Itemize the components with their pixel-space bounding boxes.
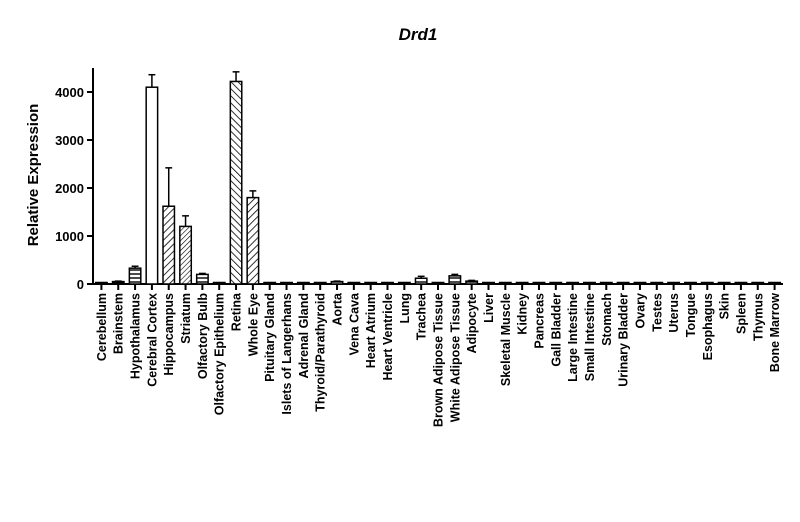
- x-tick-label: Gall Bladder: [549, 293, 563, 367]
- x-tick-label: Liver: [482, 293, 496, 323]
- bar-striatum: [179, 225, 193, 285]
- bar-bone-marrow: [768, 281, 782, 285]
- x-tick-label: Stomach: [600, 293, 614, 346]
- bar-skin: [717, 281, 731, 285]
- bar-hippocampus: [162, 205, 176, 285]
- bar-aorta: [330, 280, 344, 285]
- bar-pancreas: [532, 281, 546, 285]
- bars: [94, 71, 782, 285]
- x-tick-label: Skin: [718, 293, 732, 319]
- x-tick-label: Urinary Bladder: [617, 293, 631, 387]
- x-tick-label: Thyroid/Parathyroid: [314, 293, 328, 412]
- bar-uterus: [667, 281, 681, 285]
- x-tick-label: Striatum: [179, 293, 193, 344]
- bar-gall-bladder: [549, 281, 563, 285]
- x-tick-label: Brainstem: [112, 293, 126, 354]
- x-tick-label: Olfactory Epithelium: [213, 293, 227, 415]
- x-tick-label: Testes: [650, 293, 664, 332]
- y-tick-label: 1000: [55, 229, 84, 244]
- bar-thyroid-parathyroid: [313, 281, 327, 285]
- bar-urinary-bladder: [616, 281, 630, 285]
- x-tick-label: Pituitary Gland: [263, 293, 277, 382]
- bar-retina: [229, 80, 243, 285]
- bar-olfactory-bulb: [195, 273, 209, 285]
- x-tick-label: Kidney: [516, 293, 530, 335]
- bar-liver: [482, 281, 495, 285]
- x-tick-label: Heart Atrium: [364, 293, 378, 368]
- x-tick-label: Ovary: [633, 293, 647, 328]
- x-tick-label: Aorta: [331, 292, 345, 326]
- y-ticks: 0 1000 2000 3000 4000: [55, 85, 93, 292]
- x-tick-label: Large Intestine: [566, 293, 580, 382]
- y-tick-label: 3000: [55, 133, 84, 148]
- x-tick-label: Islets of Langerhans: [280, 293, 294, 415]
- bar-islets-of-langerhans: [280, 281, 294, 285]
- bar-ovary: [633, 281, 647, 285]
- x-tick-label: Uterus: [667, 293, 681, 333]
- x-tick-label: Spleen: [734, 293, 748, 334]
- x-tick-label: Lung: [398, 293, 412, 324]
- y-axis-label: Relative Expression: [25, 104, 42, 247]
- x-tick-label: Heart Ventricle: [381, 293, 395, 381]
- bar-cerebral-cortex: [145, 86, 159, 285]
- bar-white-adipose-tissue: [448, 275, 462, 285]
- x-tick-label: Pancreas: [532, 293, 546, 349]
- y-tick-label: 4000: [55, 85, 84, 100]
- y-tick-label: 0: [77, 277, 84, 292]
- x-tick-label: Olfactory Bulb: [196, 293, 210, 379]
- bar-olfactory-epithelium: [212, 281, 226, 285]
- bar-cerebellum: [94, 281, 108, 285]
- bar-heart-atrium: [364, 281, 378, 285]
- x-tick-label: Small Intestine: [583, 293, 597, 381]
- x-tick-label: Hippocampus: [162, 293, 176, 376]
- bar-large-intestine: [566, 281, 580, 285]
- x-tick-label: Cerebellum: [95, 293, 109, 361]
- x-tick-label: Trachea: [415, 292, 429, 340]
- x-tick-label: Vena Cava: [347, 292, 361, 356]
- bar-vena-cava: [347, 281, 361, 285]
- x-tick-label: Bone Marrow: [768, 293, 782, 372]
- bar-brainstem: [111, 280, 125, 285]
- x-tick-label: Cerebral Cortex: [145, 293, 159, 387]
- bar-small-intestine: [582, 281, 596, 285]
- bar-stomach: [599, 281, 613, 285]
- bar-esophagus: [700, 281, 714, 285]
- x-tick-label: Brown Adipose Tissue: [432, 293, 446, 427]
- bar-tongue: [683, 281, 697, 285]
- x-tick-label: Thymus: [751, 293, 765, 341]
- x-ticks: Cerebellum Brainstem Hypothalamus Cerebral …: [95, 284, 782, 427]
- bar-lung: [397, 281, 411, 285]
- x-tick-label: Adipocyte: [465, 293, 479, 353]
- y-tick-label: 2000: [55, 181, 84, 196]
- x-tick-label: Whole Eye: [246, 293, 260, 356]
- x-tick-label: Adrenal Gland: [297, 293, 311, 378]
- bar-trachea: [414, 277, 428, 285]
- bar-adrenal-gland: [296, 281, 310, 285]
- x-tick-label: White Adipose Tissue: [448, 293, 462, 422]
- bar-adipocyte: [465, 280, 479, 285]
- bar-heart-ventricle: [381, 281, 394, 285]
- bar-thymus: [751, 281, 765, 285]
- bar-testes: [650, 281, 664, 285]
- x-tick-label: Tongue: [684, 293, 698, 337]
- x-tick-label: Hypothalamus: [129, 293, 143, 379]
- bar-skeletal-muscle: [498, 281, 512, 285]
- bar-spleen: [734, 281, 748, 285]
- bar-kidney: [515, 281, 529, 285]
- x-tick-label: Esophagus: [701, 293, 715, 360]
- bar-brown-adipose-tissue: [431, 281, 445, 285]
- bar-hypothalamus: [128, 267, 142, 285]
- x-tick-label: Skeletal Muscle: [499, 293, 513, 386]
- x-tick-label: Retina: [230, 292, 244, 331]
- chart-title: Drd1: [399, 25, 438, 44]
- bar-pituitary-gland: [263, 281, 277, 285]
- bar-whole-eye: [246, 196, 260, 285]
